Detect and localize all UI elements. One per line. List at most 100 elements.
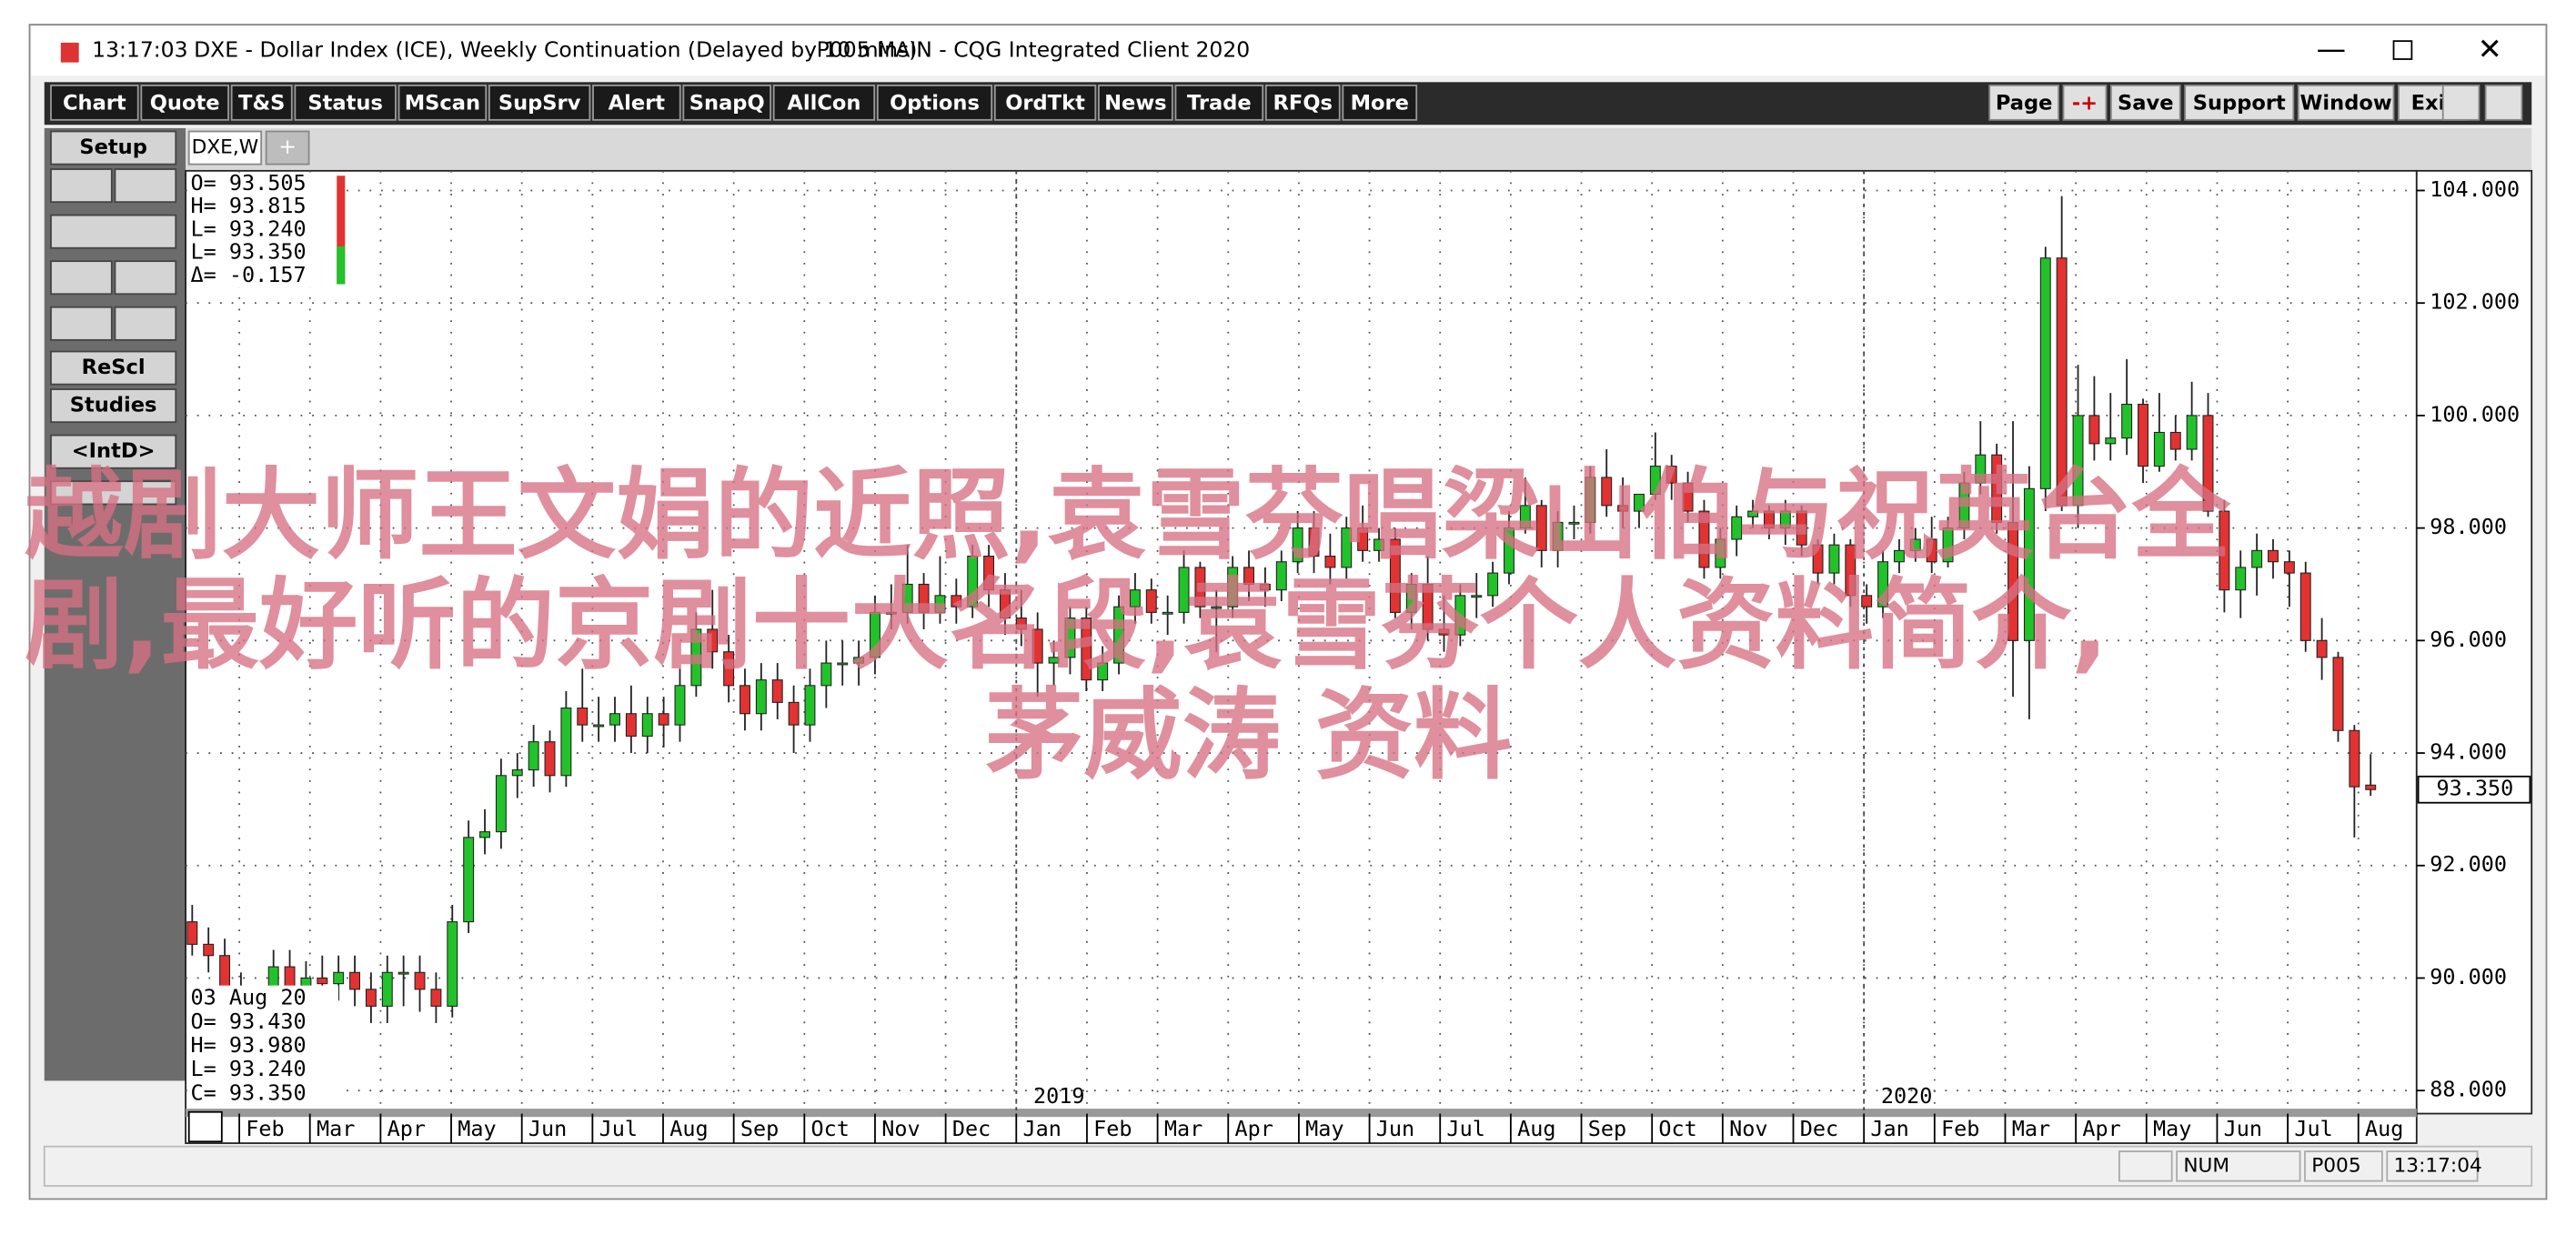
icon-button[interactable] [50, 306, 113, 341]
candle-body [674, 685, 686, 726]
toolbar-button-label[interactable]: MScan [405, 91, 480, 115]
toolbar-button[interactable] [1342, 85, 1418, 121]
candle-body [771, 679, 783, 703]
icon-button[interactable] [50, 214, 177, 249]
icon-button[interactable] [50, 168, 113, 204]
candle-body [1341, 527, 1353, 568]
toolbar-button[interactable] [1098, 85, 1173, 121]
toolbar-button[interactable] [876, 85, 993, 121]
toolbar-button[interactable] [140, 85, 229, 121]
side-button-label[interactable]: Setup [79, 136, 147, 159]
toolbar-button[interactable] [397, 85, 488, 121]
restore-button[interactable] [2441, 85, 2480, 121]
toolbar-button[interactable] [592, 85, 681, 121]
toolbar-button[interactable] [1988, 85, 2059, 121]
side-button-label[interactable]: <IntD> [72, 439, 156, 463]
toolbar-button[interactable] [772, 85, 876, 121]
window-title: DXE - Dollar Index (ICE), Weekly Continu… [194, 36, 917, 62]
candle-body [609, 713, 620, 726]
candle-body [1828, 544, 1840, 574]
side-button[interactable] [50, 350, 177, 386]
maximize-button[interactable] [2392, 40, 2413, 60]
toolbar-button-label[interactable]: OrdTkt [1005, 91, 1085, 115]
y-tick-label: 88.000 [2430, 1077, 2507, 1102]
icon-button[interactable] [114, 260, 177, 296]
toolbar-button-label[interactable]: Save [2118, 91, 2174, 115]
candle-body [186, 921, 198, 945]
toolbar-button-label[interactable]: Window [2300, 91, 2392, 115]
toolbar-button[interactable] [488, 85, 591, 121]
toolbar-button-label[interactable]: SnapQ [689, 91, 765, 115]
candle-body [951, 595, 962, 607]
x-tick-label: Oct [811, 1116, 850, 1141]
x-tick-label: Nov [881, 1116, 920, 1141]
help-button[interactable] [2484, 85, 2523, 121]
candle-body [1796, 510, 1807, 546]
side-button-label[interactable]: ReScl [82, 356, 146, 379]
icon-button[interactable] [114, 306, 177, 341]
toolbar-button-label[interactable]: Chart [63, 91, 126, 115]
toolbar-button-label[interactable]: Support [2193, 91, 2286, 115]
corner-box [187, 1110, 223, 1143]
side-button[interactable] [50, 130, 177, 166]
candle-body [333, 971, 345, 985]
toolbar-button-label[interactable]: T&S [238, 91, 285, 115]
candle-body [740, 685, 750, 715]
toolbar-button-label[interactable]: AllCon [787, 91, 860, 115]
toolbar-button-label[interactable]: Alert [609, 91, 666, 115]
candle-body [1357, 527, 1369, 551]
chart-tab[interactable] [187, 130, 263, 166]
candle-body [1227, 567, 1239, 607]
candle-body [2121, 403, 2133, 439]
candle-body [625, 713, 637, 738]
toolbar-button[interactable] [294, 85, 397, 121]
toolbar-button-label[interactable]: Trade [1187, 91, 1252, 115]
side-button[interactable] [50, 434, 177, 469]
toolbar-button[interactable] [50, 85, 139, 121]
toolbar-button[interactable] [682, 85, 771, 121]
toolbar-button-label[interactable]: Status [307, 91, 383, 115]
candle-body [1504, 527, 1514, 574]
x-tick-label: Oct [1658, 1116, 1696, 1141]
toolbar-button[interactable] [230, 85, 293, 121]
toolbar-button[interactable] [1264, 85, 1341, 121]
icon-button[interactable] [50, 260, 113, 296]
toolbar-button[interactable] [993, 85, 1097, 121]
side-button-label[interactable]: Studies [70, 394, 157, 417]
toolbar-button[interactable] [2109, 85, 2181, 121]
side-button[interactable] [50, 388, 177, 424]
add-tab-label[interactable]: + [278, 134, 297, 159]
info-bar [337, 176, 346, 285]
toolbar-button[interactable] [2062, 85, 2108, 121]
candle-body [593, 724, 605, 728]
add-tab[interactable] [265, 130, 310, 166]
candle-body [1438, 628, 1450, 636]
candle-body [788, 701, 800, 726]
info-text: H= 93.815 [191, 193, 307, 218]
toolbar-button-label[interactable]: Page [1996, 91, 2053, 115]
toolbar-button-label[interactable]: RFQs [1273, 91, 1333, 115]
candle-body [1861, 595, 1873, 607]
candle-body [837, 662, 849, 666]
candle-body [1698, 510, 1710, 568]
x-tick-label: Apr [1234, 1116, 1273, 1141]
toolbar-button-label[interactable]: -+ [2072, 91, 2098, 115]
icon-button[interactable] [114, 168, 177, 204]
chart-tab-label[interactable]: DXE,W [192, 136, 259, 159]
toolbar-button[interactable] [2297, 85, 2395, 121]
minimize-button[interactable]: — [2317, 32, 2347, 66]
toolbar-button-label[interactable]: SupSrv [498, 91, 581, 115]
x-tick-label: Jun [2224, 1116, 2262, 1141]
toolbar-button-label[interactable]: More [1351, 91, 1409, 115]
candle-body [1845, 544, 1857, 597]
toolbar-button-label[interactable]: News [1104, 91, 1166, 115]
toolbar-button[interactable] [2184, 85, 2295, 121]
x-tick-label: Feb [1093, 1116, 1132, 1141]
icon-button[interactable] [50, 480, 177, 506]
close-button[interactable]: ✕ [2478, 32, 2502, 66]
candle-body [1535, 505, 1547, 551]
candle-body [1552, 521, 1564, 551]
toolbar-button[interactable] [1174, 85, 1264, 121]
toolbar-button-label[interactable]: Quote [150, 91, 220, 115]
toolbar-button-label[interactable]: Options [890, 91, 980, 115]
